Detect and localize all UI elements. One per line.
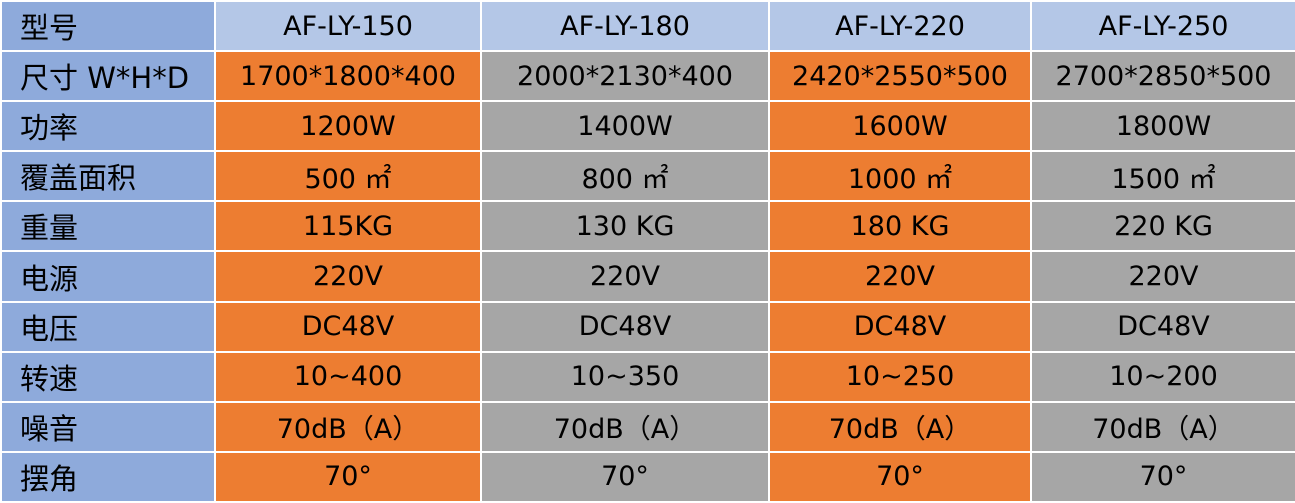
table-cell: 70dB（A）	[1030, 400, 1295, 453]
model-header: AF-LY-220	[768, 0, 1032, 53]
model-header: AF-LY-180	[480, 0, 770, 53]
table-cell: 70dB（A）	[214, 400, 482, 453]
table-cell: 1800W	[1030, 100, 1295, 153]
table-cell: 1600W	[768, 100, 1032, 153]
table-cell: 70dB（A）	[480, 400, 770, 453]
row-label: 电压	[0, 300, 216, 353]
table-cell: 220V	[214, 250, 482, 303]
table-cell: 115KG	[214, 200, 482, 253]
table-cell: 220 KG	[1030, 200, 1295, 253]
row-label: 噪音	[0, 400, 216, 453]
table-row: 电压 DC48V DC48V DC48V DC48V	[0, 300, 1295, 353]
table-cell: 500 ㎡	[214, 150, 482, 203]
table-cell: 70°	[768, 450, 1032, 503]
table-cell: 1500 ㎡	[1030, 150, 1295, 203]
table-cell: 70dB（A）	[768, 400, 1032, 453]
table-cell: 1400W	[480, 100, 770, 153]
row-label: 覆盖面积	[0, 150, 216, 203]
table-cell: 10~200	[1030, 350, 1295, 403]
table-cell: 220V	[768, 250, 1032, 303]
table-row: 摆角 70° 70° 70° 70°	[0, 450, 1295, 503]
table-cell: 130 KG	[480, 200, 770, 253]
table-cell: 1200W	[214, 100, 482, 153]
table-cell: DC48V	[768, 300, 1032, 353]
table-cell: 2700*2850*500	[1030, 50, 1295, 103]
table-cell: 10~250	[768, 350, 1032, 403]
row-label: 重量	[0, 200, 216, 253]
table-row: 电源 220V 220V 220V 220V	[0, 250, 1295, 303]
header-label: 型号	[0, 0, 216, 53]
table-row: 尺寸 W*H*D 1700*1800*400 2000*2130*400 242…	[0, 50, 1295, 103]
table-cell: DC48V	[1030, 300, 1295, 353]
row-label: 电源	[0, 250, 216, 303]
table-cell: 10~350	[480, 350, 770, 403]
table-cell: 2420*2550*500	[768, 50, 1032, 103]
table-cell: 220V	[1030, 250, 1295, 303]
table-cell: 180 KG	[768, 200, 1032, 253]
table-cell: 220V	[480, 250, 770, 303]
table-cell: 1700*1800*400	[214, 50, 482, 103]
row-label: 尺寸 W*H*D	[0, 50, 216, 103]
row-label: 功率	[0, 100, 216, 153]
table-cell: 1000 ㎡	[768, 150, 1032, 203]
header-row: 型号 AF-LY-150 AF-LY-180 AF-LY-220 AF-LY-2…	[0, 0, 1295, 53]
table-row: 转速 10~400 10~350 10~250 10~200	[0, 350, 1295, 403]
table-cell: DC48V	[480, 300, 770, 353]
table-row: 噪音 70dB（A） 70dB（A） 70dB（A） 70dB（A）	[0, 400, 1295, 453]
table-row: 功率 1200W 1400W 1600W 1800W	[0, 100, 1295, 153]
model-header: AF-LY-250	[1030, 0, 1295, 53]
table-cell: 70°	[214, 450, 482, 503]
row-label: 摆角	[0, 450, 216, 503]
table-row: 重量 115KG 130 KG 180 KG 220 KG	[0, 200, 1295, 253]
table-cell: 800 ㎡	[480, 150, 770, 203]
row-label: 转速	[0, 350, 216, 403]
table-cell: DC48V	[214, 300, 482, 353]
model-header: AF-LY-150	[214, 0, 482, 53]
table-cell: 10~400	[214, 350, 482, 403]
table-cell: 70°	[480, 450, 770, 503]
table-cell: 2000*2130*400	[480, 50, 770, 103]
table-cell: 70°	[1030, 450, 1295, 503]
table-row: 覆盖面积 500 ㎡ 800 ㎡ 1000 ㎡ 1500 ㎡	[0, 150, 1295, 203]
